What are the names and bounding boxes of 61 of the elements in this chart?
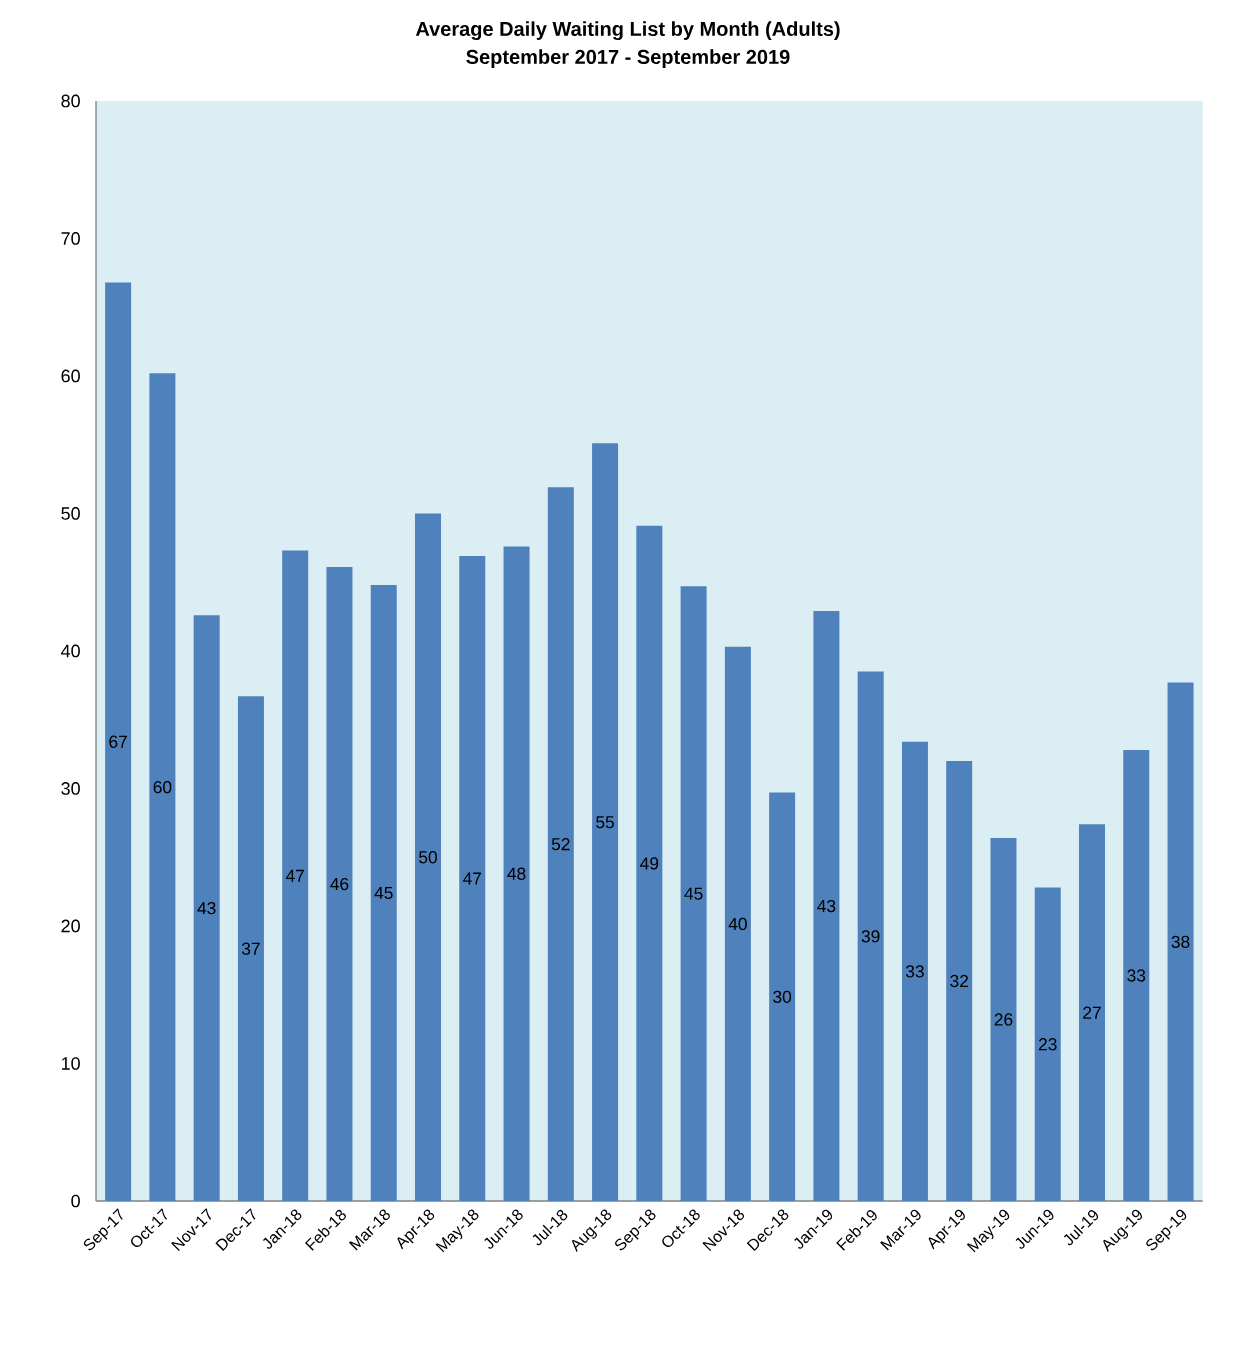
data-label: 47 <box>463 872 482 885</box>
bar <box>769 792 796 1201</box>
data-label: 45 <box>684 887 703 900</box>
bar <box>636 525 663 1201</box>
bar <box>592 443 619 1201</box>
y-tick-label: 50 <box>61 507 80 520</box>
data-label: 27 <box>1083 1006 1101 1019</box>
data-label: 43 <box>197 901 216 915</box>
bar <box>415 513 441 1201</box>
bar <box>1167 682 1194 1201</box>
bar <box>813 611 840 1201</box>
bar <box>990 837 1017 1201</box>
y-tick-label: 10 <box>61 1057 80 1070</box>
bar <box>946 760 973 1201</box>
bar <box>547 487 574 1201</box>
data-label: 60 <box>153 780 172 794</box>
bar <box>1123 749 1150 1201</box>
chart-title: Average Daily Waiting List by Month (Adults) <box>415 21 840 41</box>
y-tick-label: 70 <box>61 232 80 245</box>
data-label: 23 <box>1038 1038 1057 1051</box>
y-tick-label: 40 <box>61 644 80 658</box>
y-tick-label: 60 <box>61 369 80 383</box>
bar <box>724 646 751 1201</box>
data-label: 40 <box>728 917 747 931</box>
bar <box>193 615 220 1201</box>
data-label: 50 <box>419 851 437 864</box>
data-label: 39 <box>861 930 880 943</box>
data-label: 38 <box>1171 935 1190 948</box>
data-label: 30 <box>773 990 792 1003</box>
data-label: 43 <box>817 899 836 913</box>
bar <box>503 546 530 1201</box>
chart-subtitle: September 2017 - September 2019 <box>466 49 790 68</box>
y-tick-label: 20 <box>61 919 80 933</box>
data-label: 49 <box>640 857 659 870</box>
data-label: 45 <box>374 886 393 900</box>
bar <box>237 696 264 1201</box>
data-label: 55 <box>596 816 614 829</box>
data-label: 37 <box>241 942 260 955</box>
data-label: 52 <box>551 838 570 851</box>
bar <box>282 550 309 1201</box>
data-label: 26 <box>994 1013 1013 1026</box>
y-tick-label: 80 <box>61 94 80 108</box>
bar <box>1034 887 1061 1201</box>
bar <box>857 671 884 1201</box>
bar <box>326 567 353 1201</box>
data-label: 67 <box>109 735 127 748</box>
data-label: 33 <box>1127 969 1146 982</box>
bar <box>370 584 397 1201</box>
bar <box>1079 824 1106 1201</box>
data-label: 46 <box>330 877 349 891</box>
bar <box>105 282 132 1201</box>
bar <box>149 373 176 1201</box>
data-label: 33 <box>905 965 924 978</box>
bar <box>459 556 486 1201</box>
y-tick-label: 0 <box>71 1194 80 1208</box>
data-label: 47 <box>285 869 304 882</box>
data-label: 48 <box>507 867 526 880</box>
bar <box>901 741 928 1201</box>
bar <box>680 586 707 1201</box>
y-tick-label: 30 <box>61 782 80 795</box>
data-label: 32 <box>950 974 968 988</box>
